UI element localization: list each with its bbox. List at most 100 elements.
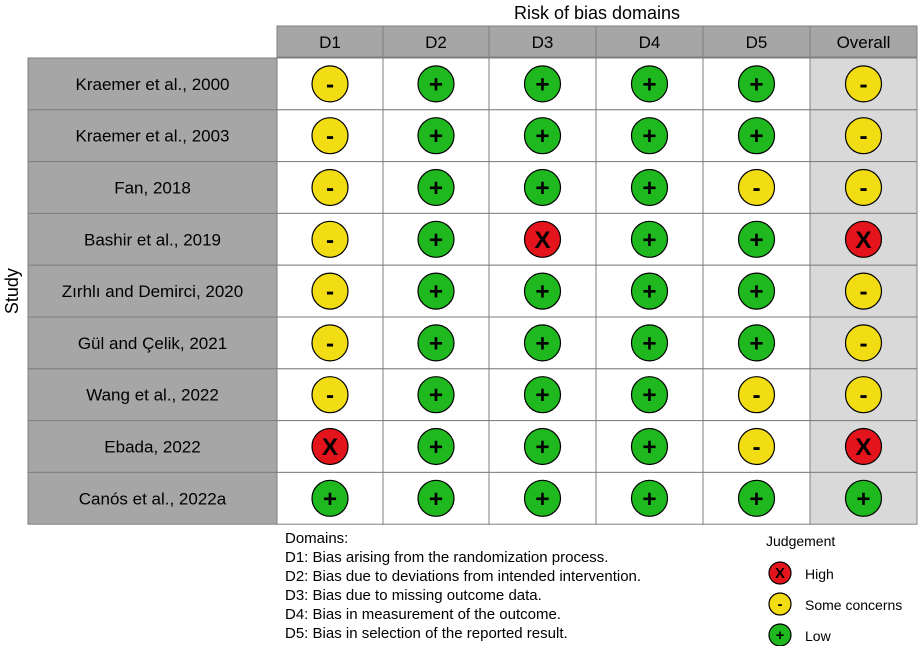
study-label: Wang et al., 2022: [86, 386, 219, 405]
study-label: Ebada, 2022: [104, 438, 200, 457]
judgement-mark-d3-symbol: +: [535, 175, 549, 202]
column-header-cell: [809, 25, 918, 58]
judgement-mark-d3-circle: [523, 427, 562, 466]
y-axis-label: Study: [2, 268, 22, 314]
judgement-mark-d2-circle: [417, 324, 455, 362]
judgement-mark-d4-circle: [630, 117, 669, 155]
judgement-mark-d5-symbol: +: [749, 123, 763, 150]
judgement-mark-d2: +: [417, 324, 455, 362]
judgement-mark-d4: +: [630, 65, 669, 103]
judgement-mark-d2-symbol: +: [429, 330, 443, 357]
judgement-mark-d3-symbol: +: [535, 330, 549, 357]
judgement-mark-overall-symbol: -: [859, 71, 867, 98]
judgement-mark-d1-circle: [311, 272, 349, 310]
judgement-mark-d4-circle: [630, 272, 669, 310]
judgement-mark-d1: -: [311, 376, 349, 414]
judgement-mark-d5-circle: [737, 65, 776, 103]
judgement-mark-d3-symbol: X: [534, 227, 550, 254]
judgement-mark-d1-symbol: -: [326, 382, 334, 409]
judgement-label-low: Low: [805, 628, 831, 644]
judgement-mark-d5: +: [737, 324, 776, 362]
judgement-mark-d4: +: [630, 376, 669, 414]
judgement-mark-d3: +: [523, 479, 562, 517]
judgement-mark-d5-circle: [737, 272, 776, 310]
judgement-mark-d1-circle: [311, 427, 349, 466]
judgement-mark-overall: -: [844, 168, 883, 207]
judgement-mark-overall: +: [844, 479, 883, 517]
judgement-mark-d4-symbol: +: [642, 434, 656, 461]
judgement-mark-overall-circle: [844, 427, 883, 466]
domain-description-d1: D1: Bias arising from the randomization …: [285, 549, 609, 566]
judgement-mark-d3: +: [523, 427, 562, 466]
judgement-mark-d1-circle: [311, 220, 349, 258]
judgement-mark-d5: +: [737, 117, 776, 155]
legend-icon-low-symbol: +: [776, 628, 785, 644]
legend-icon-some-concerns-circle: [768, 592, 792, 616]
judgement-mark-overall: -: [844, 65, 883, 103]
domain-description-d5: D5: Bias in selection of the reported re…: [285, 625, 568, 642]
judgement-mark-d5-circle: [737, 220, 776, 258]
risk-of-bias-table: Risk of bias domains Study D1 D2 D3 D4 D5 Overa…: [2, 3, 918, 525]
judgement-mark-d1: -: [311, 324, 349, 362]
judgement-mark-d2-symbol: +: [429, 227, 443, 254]
judgement-mark-d1-symbol: -: [326, 279, 334, 306]
judgement-mark-d2-symbol: +: [429, 382, 443, 409]
judgement-mark-d3: X: [523, 220, 562, 258]
domain-description-d3: D3: Bias due to missing outcome data.: [285, 587, 542, 604]
judgement-mark-d2-circle: [417, 65, 455, 103]
judgement-mark-d4-symbol: +: [642, 71, 656, 98]
judgement-heading: Judgement: [766, 533, 836, 549]
column-header-d2: D2: [425, 33, 447, 52]
judgement-mark-d3: +: [523, 324, 562, 362]
judgement-mark-d5-symbol: -: [752, 382, 760, 409]
judgement-mark-d4-symbol: +: [642, 175, 656, 202]
study-label: Canós et al., 2022a: [79, 489, 227, 508]
judgement-mark-d2: +: [417, 168, 455, 207]
judgement-mark-d1: -: [311, 272, 349, 310]
column-header-cell: [702, 25, 811, 58]
judgement-mark-d4-symbol: +: [642, 279, 656, 306]
judgement-mark-d5-symbol: +: [749, 227, 763, 254]
judgement-mark-overall-circle: [844, 168, 883, 207]
judgement-mark-d2-symbol: +: [429, 486, 443, 513]
judgement-mark-overall-symbol: -: [859, 279, 867, 306]
judgement-mark-d1-circle: [311, 324, 349, 362]
judgement-mark-d1: -: [311, 168, 349, 207]
judgement-mark-overall: -: [844, 117, 883, 155]
study-label: Kraemer et al., 2003: [75, 127, 229, 146]
judgement-mark-d3-symbol: +: [535, 279, 549, 306]
judgement-mark-d2: +: [417, 220, 455, 258]
column-header-cell: [488, 25, 597, 58]
judgement-mark-overall-symbol: +: [856, 486, 870, 513]
judgement-mark-d2-symbol: +: [429, 279, 443, 306]
judgement-mark-d4-circle: [630, 168, 669, 207]
chart-title: Risk of bias domains: [514, 3, 680, 23]
judgement-mark-d3: +: [523, 117, 562, 155]
judgement-mark-d3-circle: [523, 117, 562, 155]
judgement-mark-overall-symbol: -: [859, 175, 867, 202]
column-header-d3: D3: [532, 33, 554, 52]
legend-icon-high-symbol: X: [775, 566, 785, 582]
judgement-mark-overall: -: [844, 272, 883, 310]
judgement-mark-overall-symbol: -: [859, 123, 867, 150]
judgement-mark-d4: +: [630, 117, 669, 155]
domain-description-d2: D2: Bias due to deviations from intended…: [285, 568, 642, 585]
judgement-mark-d3-symbol: +: [535, 434, 549, 461]
judgement-mark-d2-circle: [417, 479, 455, 517]
judgement-mark-d5: +: [737, 220, 776, 258]
judgement-mark-overall-circle: [844, 479, 883, 517]
study-cell: [27, 264, 278, 318]
judgement-mark-overall: X: [844, 427, 883, 466]
judgement-mark-d4: +: [630, 324, 669, 362]
judgement-mark-overall-circle: [844, 324, 883, 362]
judgement-mark-d2-symbol: +: [429, 434, 443, 461]
judgement-mark-d5: -: [737, 376, 776, 414]
judgement-mark-d4-symbol: +: [642, 382, 656, 409]
judgement-mark-overall-circle: [844, 272, 883, 310]
judgement-mark-d4: +: [630, 220, 669, 258]
judgement-mark-d5-symbol: -: [752, 175, 760, 202]
judgement-mark-d3: +: [523, 168, 562, 207]
judgement-mark-d2-circle: [417, 376, 455, 414]
column-header-d5: D5: [746, 33, 768, 52]
